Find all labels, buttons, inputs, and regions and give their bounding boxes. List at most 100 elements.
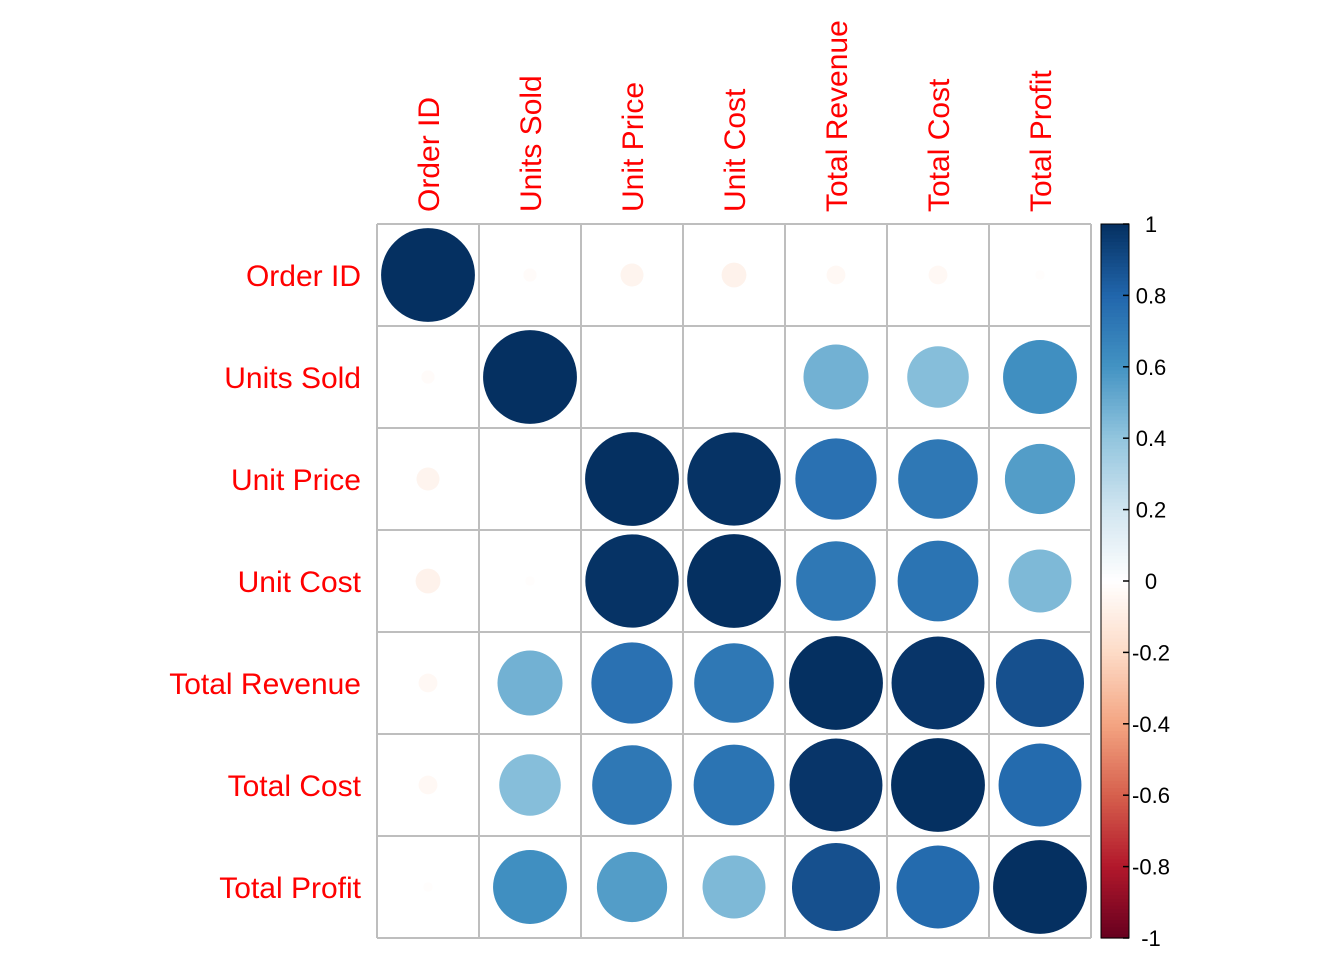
colorbar-segment [1101,248,1129,254]
colorbar-segment [1101,584,1129,589]
colorbar-segment [1101,384,1129,389]
colorbar-segment [1101,266,1129,272]
colorbar-segment [1101,845,1129,850]
colorbar-segment [1101,834,1129,839]
colorbar-segment [1101,570,1129,575]
colorbar-segment [1101,273,1129,279]
colorbar-segment [1101,523,1129,529]
colorbar-segment [1101,345,1129,350]
row-label-units-sold: Units Sold [224,362,361,395]
colorbar-tick-label: 0.8 [1136,283,1167,308]
corr-circle-unit-cost-units-sold [525,576,535,586]
colorbar-segment [1101,852,1129,857]
colorbar-segment [1101,402,1129,407]
col-label-total-cost: Total Cost [923,78,956,212]
colorbar-segment [1101,866,1129,871]
colorbar-segment [1101,434,1129,439]
colorbar-segment [1101,709,1129,714]
colorbar-segment [1101,498,1129,504]
corr-circle-unit-price-total-profit [1004,443,1076,515]
colorbar-segment [1101,663,1129,668]
colorbar-segment [1101,588,1129,593]
colorbar-segment [1101,716,1129,721]
colorbar-segment [1101,281,1129,286]
colorbar-segment [1101,227,1129,232]
colorbar-segment [1101,541,1129,546]
colorbar-segment [1101,573,1129,579]
colorbar-segment [1101,777,1129,782]
colorbar-segment [1101,477,1129,482]
colorbar-segment [1101,527,1129,532]
corr-circle-total-profit-units-sold [493,850,567,924]
col-label-total-profit: Total Profit [1025,70,1058,212]
corr-circle-total-revenue-units-sold [497,650,563,716]
colorbar-segment [1101,813,1129,818]
colorbar-segment [1101,413,1129,418]
corr-circle-total-cost-total-cost [891,738,985,832]
colorbar-segment [1101,820,1129,825]
colorbar-segment [1101,891,1129,896]
row-label-total-profit: Total Profit [219,872,361,905]
colorbar-segment [1101,481,1129,486]
colorbar-tick-label: -0.6 [1132,783,1170,808]
colorbar-tick-label: -0.2 [1132,640,1170,665]
col-label-unit-cost: Unit Cost [719,88,752,212]
colorbar-segment [1101,595,1129,600]
colorbar-segment [1101,463,1129,468]
corr-circle-total-profit-total-profit [993,840,1087,934]
corr-circle-unit-cost-unit-price [585,534,679,628]
colorbar-segment [1101,634,1129,639]
corr-circle-total-revenue-total-profit [995,638,1085,728]
row-label-total-revenue: Total Revenue [169,668,361,701]
colorbar-segment [1101,691,1129,696]
colorbar-segment [1101,780,1129,786]
colorbar-segment [1101,263,1129,268]
colorbar-segment [1101,880,1129,886]
colorbar-segment [1101,791,1129,796]
colorbar-segment [1101,748,1129,753]
corr-circle-total-revenue-total-cost [891,636,985,730]
corr-circle-unit-cost-unit-cost [687,534,781,628]
colorbar-segment [1101,484,1129,489]
colorbar-tick-label: -1 [1141,926,1161,951]
colorbar-segment [1101,295,1129,300]
colorbar-segment [1101,673,1129,678]
colorbar-segment [1101,252,1129,257]
colorbar-segment [1101,859,1129,864]
colorbar-segment [1101,509,1129,514]
corr-circle-total-profit-unit-cost [702,855,766,919]
colorbar-segment [1101,705,1129,711]
colorbar-segment [1101,713,1129,718]
colorbar-segment [1101,641,1129,646]
corr-circle-order-id-unit-cost [721,262,747,288]
colorbar-segment [1101,730,1129,736]
colorbar-segment [1101,816,1129,821]
colorbar-segment [1101,556,1129,561]
colorbar-segment [1101,666,1129,671]
colorbar-segment [1101,680,1129,686]
colorbar-segment [1101,534,1129,539]
colorbar-segment [1101,927,1129,932]
colorbar-segment [1101,488,1129,493]
colorbar-segment [1101,577,1129,582]
corr-circle-total-revenue-order-id [418,673,438,693]
corr-circle-order-id-order-id [381,228,475,322]
corr-circle-units-sold-total-cost [907,346,969,408]
colorbar-segment [1101,427,1129,432]
colorbar-segment [1101,423,1129,429]
corr-circle-unit-cost-total-cost [897,540,979,622]
colorbar-segment [1101,459,1129,464]
colorbar-segment [1101,431,1129,436]
colorbar-segment [1101,659,1129,664]
colorbar-segment [1101,241,1129,247]
colorbar-segment [1101,616,1129,621]
colorbar-segment [1101,316,1129,321]
colorbar-segment [1101,259,1129,264]
colorbar-segment [1101,788,1129,793]
colorbar-tick-label: -0.4 [1132,712,1170,737]
colorbar-segment [1101,723,1129,728]
corr-circle-units-sold-units-sold [483,330,577,424]
colorbar-segment [1101,356,1129,361]
